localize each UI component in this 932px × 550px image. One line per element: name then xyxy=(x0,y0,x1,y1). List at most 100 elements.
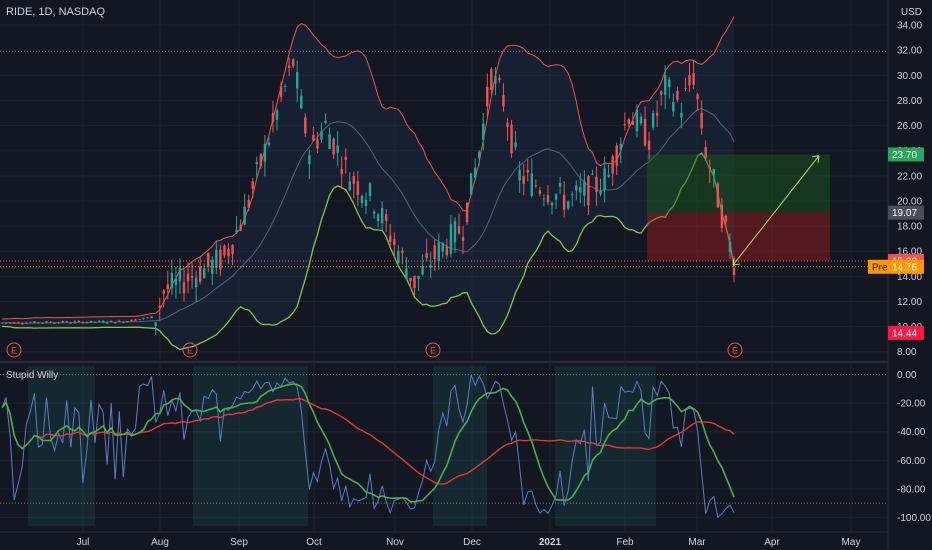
candle-body-145 xyxy=(587,176,590,206)
ind-tick-5: -100.00 xyxy=(897,513,931,524)
candle-body-20 xyxy=(81,321,85,324)
candle-body-155 xyxy=(627,119,631,125)
candle-body-79 xyxy=(320,131,323,140)
candle-body-170 xyxy=(688,75,691,86)
candle-body-168 xyxy=(680,112,683,118)
candle-body-105 xyxy=(425,252,428,258)
candle-body-115 xyxy=(465,202,469,223)
candle-body-1 xyxy=(4,322,8,324)
candle-body-138 xyxy=(558,183,562,187)
target-zone xyxy=(647,154,830,213)
candle-body-171 xyxy=(692,73,695,85)
candle-body-57 xyxy=(231,245,234,255)
candle-body-31 xyxy=(126,321,129,323)
indicator-title: Stupid Willy xyxy=(6,370,59,381)
candle-body-16 xyxy=(65,321,68,323)
candle-body-42 xyxy=(170,272,174,289)
candle-body-7 xyxy=(29,322,32,324)
x-tick-3: Oct xyxy=(306,537,322,548)
candle-body-157 xyxy=(635,109,639,132)
candle-body-114 xyxy=(461,237,465,241)
candle-body-148 xyxy=(599,190,602,195)
candle-body-126 xyxy=(510,124,513,154)
candle-body-104 xyxy=(421,266,424,275)
candle-body-52 xyxy=(211,259,214,275)
candle-body-156 xyxy=(631,121,635,125)
candle-body-160 xyxy=(647,140,651,150)
candle-body-88 xyxy=(356,181,360,195)
price-tick-10: 14.00 xyxy=(897,272,922,283)
candle-body-108 xyxy=(437,242,440,262)
candle-body-169 xyxy=(684,88,687,90)
candle-body-116 xyxy=(469,173,473,195)
price-tick-11: 12.00 xyxy=(897,297,922,308)
x-tick-0: Jul xyxy=(77,537,90,548)
candle-body-136 xyxy=(550,202,554,206)
candle-body-71 xyxy=(287,65,291,68)
ind-shade-2 xyxy=(433,366,487,526)
candle-body-133 xyxy=(538,190,542,194)
candle-body-4 xyxy=(16,322,20,324)
candle-body-73 xyxy=(296,71,299,89)
candle-body-158 xyxy=(639,116,643,124)
price-badge-bg-4 xyxy=(888,325,924,340)
price-badge-bg-0 xyxy=(888,147,924,162)
candle-body-70 xyxy=(283,85,287,87)
candle-body-144 xyxy=(583,181,586,196)
candle-body-117 xyxy=(473,167,477,178)
candle-body-90 xyxy=(364,199,368,206)
ind-shade-1 xyxy=(193,366,308,526)
price-tick-9: 16.00 xyxy=(897,247,922,258)
candle-body-19 xyxy=(77,320,81,322)
candle-body-33 xyxy=(134,319,137,321)
candle-body-69 xyxy=(279,86,283,98)
earnings-label-2: E xyxy=(430,346,436,356)
candle-body-109 xyxy=(441,243,445,252)
currency-label: USD xyxy=(900,7,922,18)
x-tick-2: Sep xyxy=(230,537,248,548)
candle-body-18 xyxy=(73,321,77,323)
stop-zone xyxy=(647,212,830,262)
ind-tick-4: -80.00 xyxy=(897,484,926,495)
candle-body-151 xyxy=(611,156,614,174)
candle-body-24 xyxy=(97,320,101,322)
projection-arrow xyxy=(732,155,820,266)
ind-tick-2: -40.00 xyxy=(897,427,926,438)
candle-body-131 xyxy=(530,173,533,196)
candle-body-119 xyxy=(482,123,485,140)
candle-body-17 xyxy=(69,322,72,324)
candle-body-165 xyxy=(668,79,671,88)
badge-prefix-3: Pre xyxy=(872,262,888,273)
candle-body-63 xyxy=(255,162,258,165)
candle-body-166 xyxy=(672,101,675,112)
symbol-title: RIDE, 1D, NASDAQ xyxy=(6,6,106,18)
price-tick-6: 22.00 xyxy=(897,171,922,182)
candle-body-175 xyxy=(708,166,711,170)
candle-body-111 xyxy=(449,224,453,254)
candle-body-21 xyxy=(85,322,89,324)
candle-body-147 xyxy=(595,176,598,192)
candle-body-142 xyxy=(575,185,578,191)
earnings-label-3: E xyxy=(732,346,738,356)
x-tick-5: Dec xyxy=(463,537,481,548)
price-tick-7: 20.00 xyxy=(897,196,922,207)
candle-body-113 xyxy=(457,226,461,234)
candle-body-78 xyxy=(316,139,319,149)
candle-body-64 xyxy=(259,154,263,166)
candle-body-101 xyxy=(409,277,412,282)
candle-body-132 xyxy=(534,185,538,187)
candle-body-66 xyxy=(267,142,271,145)
candle-body-164 xyxy=(664,74,667,95)
candle-body-107 xyxy=(433,245,436,260)
candle-body-112 xyxy=(453,220,457,243)
candle-body-56 xyxy=(227,249,230,257)
price-badge-bg-3 xyxy=(888,259,924,274)
candle-body-14 xyxy=(57,322,60,324)
candle-body-23 xyxy=(93,321,97,323)
x-tick-8: Mar xyxy=(688,537,706,548)
candle-body-137 xyxy=(554,194,558,200)
candle-body-27 xyxy=(109,320,113,322)
candle-body-3 xyxy=(12,322,16,324)
earnings-marker-3 xyxy=(727,342,743,358)
